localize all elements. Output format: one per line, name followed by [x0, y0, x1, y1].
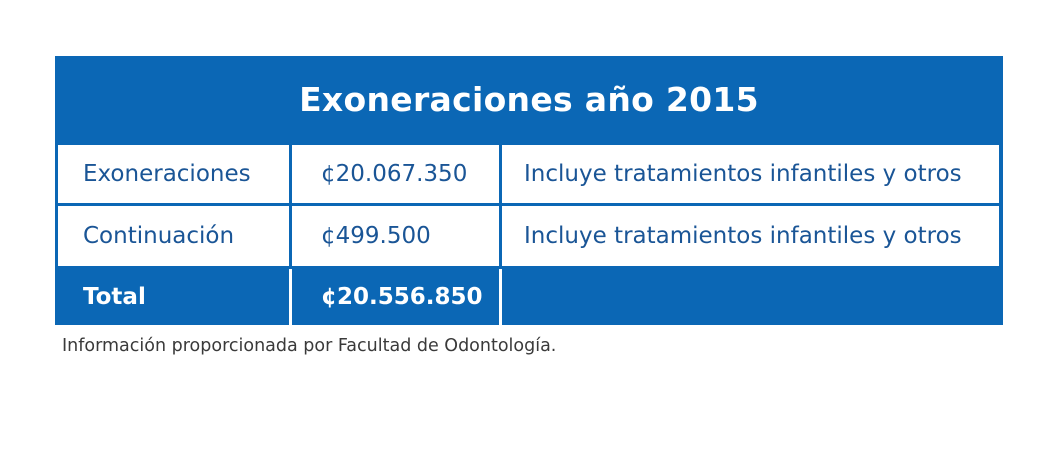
total-label: Total — [83, 284, 146, 310]
row-amount: ¢499.500 — [292, 206, 499, 266]
column-divider — [499, 269, 502, 325]
table-title: Exoneraciones año 2015 — [299, 79, 759, 119]
exoneraciones-table: Exoneraciones año 2015 Exoneraciones ¢20… — [55, 56, 1003, 325]
total-amount: ¢20.556.850 — [321, 284, 483, 310]
row-note: Incluye tratamientos infantiles y otros — [502, 206, 999, 266]
column-divider — [289, 269, 292, 325]
row-note: Incluye tratamientos infantiles y otros — [502, 145, 999, 203]
total-row: Total ¢20.556.850 — [55, 269, 1003, 325]
row-amount: ¢20.067.350 — [292, 145, 499, 203]
row-label: Exoneraciones — [58, 145, 289, 203]
source-caption: Información proporcionada por Facultad d… — [62, 336, 557, 356]
row-label: Continuación — [58, 206, 289, 266]
